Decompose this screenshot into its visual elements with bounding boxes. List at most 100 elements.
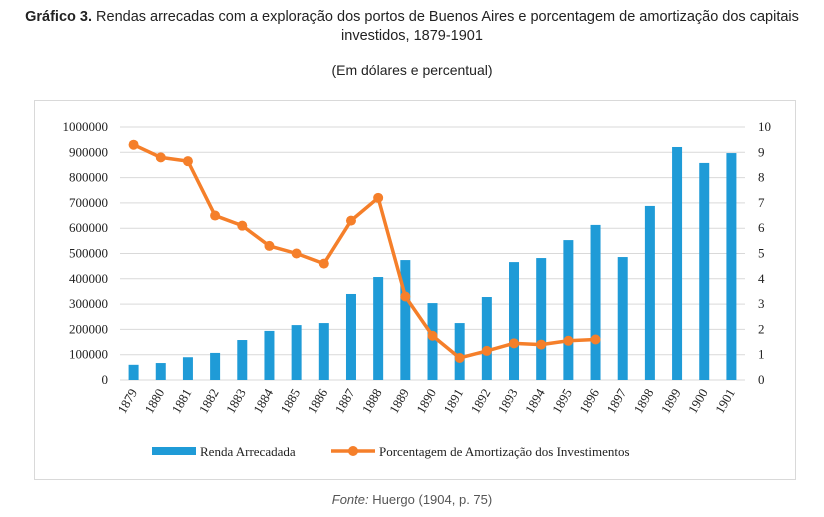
y-right-tick-label: 10	[758, 119, 771, 134]
line-point	[590, 334, 601, 345]
line-point	[400, 291, 411, 302]
line-point	[563, 335, 574, 346]
bar	[481, 297, 492, 380]
chart-source: Fonte: Huergo (1904, p. 75)	[0, 492, 824, 507]
y-left-tick-label: 800000	[69, 170, 108, 185]
x-tick-label: 1898	[630, 386, 656, 416]
legend-swatch-bar	[152, 447, 196, 455]
line-point	[155, 152, 166, 163]
x-tick-label: 1885	[277, 386, 303, 416]
bar	[509, 262, 520, 380]
bar	[400, 260, 411, 380]
y-left-tick-label: 700000	[69, 195, 108, 210]
x-tick-label: 1894	[522, 386, 548, 416]
line-point	[128, 139, 139, 150]
x-tick-label: 1895	[549, 386, 575, 416]
line-point	[182, 156, 193, 167]
legend-label: Renda Arrecadada	[200, 444, 296, 459]
x-tick-label: 1896	[576, 386, 602, 416]
bar	[726, 153, 737, 380]
x-tick-label: 1881	[169, 386, 195, 416]
y-left-tick-label: 300000	[69, 296, 108, 311]
bar	[210, 352, 221, 380]
x-tick-label: 1891	[440, 386, 466, 416]
line-point	[454, 352, 465, 363]
x-tick-label: 1899	[658, 386, 684, 416]
x-tick-label: 1888	[359, 386, 385, 416]
bar	[644, 205, 655, 380]
x-tick-label: 1886	[304, 386, 330, 416]
bar	[237, 340, 248, 380]
y-right-tick-label: 8	[758, 170, 765, 185]
source-label: Fonte:	[331, 492, 369, 507]
line-point	[481, 345, 492, 356]
bar	[672, 146, 683, 380]
bar	[536, 258, 547, 380]
x-tick-label: 1901	[712, 386, 738, 416]
y-left-tick-label: 200000	[69, 321, 108, 336]
title-label: Gráfico 3.	[25, 9, 92, 25]
line-point	[509, 338, 520, 349]
y-left-tick-label: 600000	[69, 220, 108, 235]
chart-frame	[34, 100, 796, 480]
x-tick-label: 1884	[250, 386, 276, 416]
legend-swatch-point	[348, 446, 358, 456]
x-tick-label: 1890	[413, 386, 439, 416]
source-text: Huergo (1904, p. 75)	[372, 492, 493, 507]
bar	[155, 363, 166, 380]
bar	[454, 323, 465, 380]
line-point	[373, 192, 384, 203]
line-point	[237, 220, 248, 231]
x-tick-label: 1897	[603, 386, 629, 416]
x-tick-label: 1887	[332, 386, 358, 416]
bar	[128, 364, 139, 380]
bar	[291, 325, 302, 380]
chart-subtitle: (Em dólares e percentual)	[331, 62, 493, 78]
y-right-tick-label: 1	[758, 347, 765, 362]
y-right-tick-label: 9	[758, 144, 765, 159]
bar	[373, 277, 384, 380]
y-right-tick-label: 0	[758, 372, 765, 387]
y-right-tick-label: 5	[758, 246, 765, 261]
y-right-tick-label: 2	[758, 321, 765, 336]
bar	[345, 293, 356, 380]
bar	[699, 162, 710, 380]
line-series	[132, 143, 596, 360]
bar	[182, 357, 193, 380]
line-point	[427, 330, 438, 341]
line-point	[536, 339, 547, 350]
x-tick-label: 1882	[196, 386, 222, 416]
line-point	[210, 210, 221, 221]
y-left-tick-label: 400000	[69, 271, 108, 286]
y-right-tick-label: 3	[758, 296, 765, 311]
line-point	[291, 248, 302, 259]
line-point	[318, 258, 329, 269]
x-tick-label: 1879	[114, 386, 140, 416]
y-left-tick-label: 500000	[69, 246, 108, 261]
y-right-tick-label: 6	[758, 220, 765, 235]
x-tick-label: 1880	[141, 386, 167, 416]
bar	[563, 240, 574, 380]
y-left-tick-label: 100000	[69, 347, 108, 362]
x-tick-label: 1883	[223, 386, 249, 416]
title-text: Rendas arrecadas com a exploração dos po…	[96, 9, 799, 44]
bar	[617, 257, 628, 380]
y-left-tick-label: 1000000	[63, 119, 109, 134]
y-right-tick-label: 4	[758, 271, 765, 286]
x-tick-label: 1900	[685, 386, 711, 416]
x-tick-label: 1893	[495, 386, 521, 416]
bar	[318, 323, 329, 380]
y-right-tick-label: 7	[758, 195, 765, 210]
x-tick-label: 1889	[386, 386, 412, 416]
bar	[590, 224, 601, 380]
chart-title: Gráfico 3. Rendas arrecadas com a explor…	[0, 8, 824, 46]
bar	[264, 330, 275, 380]
bar	[427, 303, 438, 380]
x-tick-label: 1892	[467, 386, 493, 416]
line-point	[264, 240, 275, 251]
line-point	[345, 215, 356, 226]
y-left-tick-label: 0	[102, 372, 109, 387]
y-left-tick-label: 900000	[69, 144, 108, 159]
legend-label: Porcentagem de Amortização dos Investime…	[379, 444, 630, 459]
